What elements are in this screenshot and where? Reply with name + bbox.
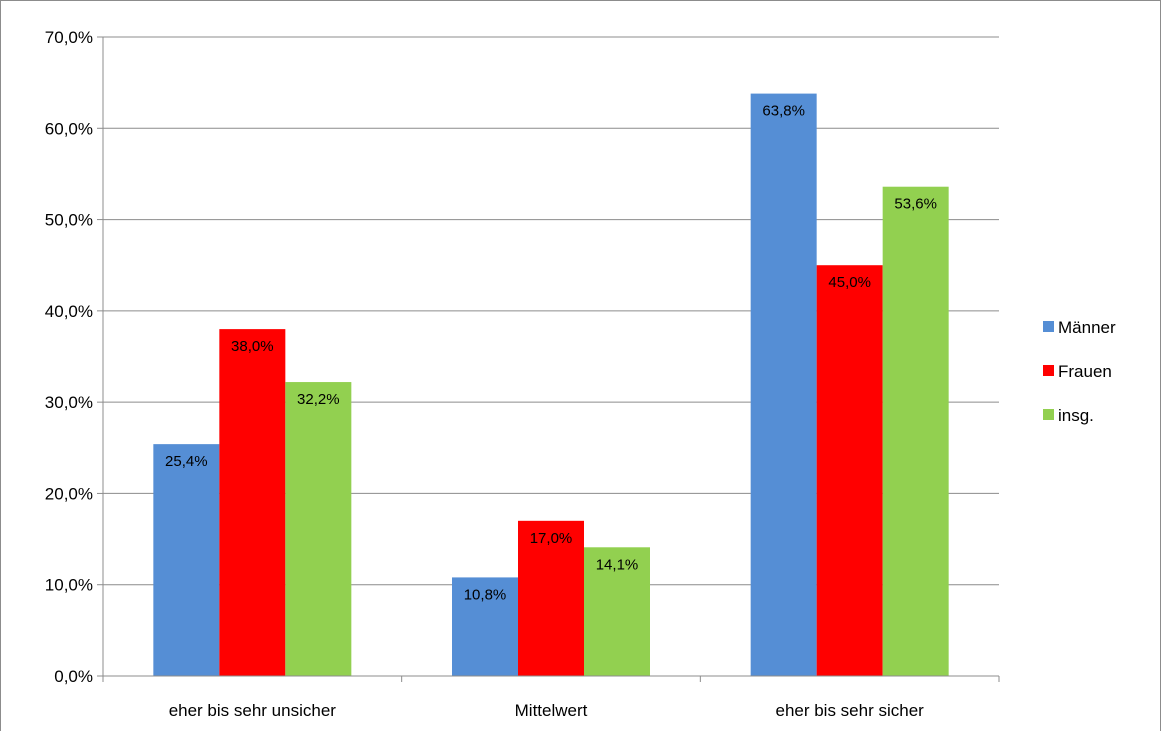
data-label: 25,4%	[165, 453, 208, 470]
y-axis-tick-labels: 0,0% 10,0% 20,0% 30,0% 40,0% 50,0% 60,0% 70,0%	[45, 28, 93, 686]
data-label: 32,2%	[297, 391, 340, 408]
y-tick-label: 50,0%	[45, 211, 93, 230]
y-tick-label: 60,0%	[45, 119, 93, 138]
y-tick-label: 10,0%	[45, 576, 93, 595]
y-tick-label: 70,0%	[45, 28, 93, 47]
legend-label: Frauen	[1058, 362, 1112, 381]
bar	[153, 444, 220, 676]
category-label: Mittelwert	[515, 701, 588, 720]
bar	[219, 329, 286, 676]
axes	[97, 36, 1000, 682]
data-label: 10,8%	[464, 586, 507, 603]
bar	[518, 520, 584, 676]
data-label: 63,8%	[762, 103, 805, 120]
bar	[882, 186, 949, 677]
y-tick-label: 20,0%	[45, 484, 93, 503]
legend-label: Männer	[1058, 318, 1116, 337]
category-label: eher bis sehr unsicher	[169, 701, 337, 720]
data-label: 53,6%	[894, 196, 937, 213]
legend-swatch	[1043, 365, 1054, 376]
y-tick-label: 30,0%	[45, 393, 93, 412]
legend-swatch	[1043, 409, 1054, 420]
bar	[750, 93, 817, 676]
bar	[816, 265, 883, 676]
bar	[285, 382, 352, 676]
legend: Männer Frauen insg.	[1043, 318, 1116, 425]
data-labels: 25,4% 38,0% 32,2% 10,8% 17,0% 14,1% 63,8% 45,0%…	[165, 103, 937, 604]
legend-swatch	[1043, 321, 1054, 332]
category-label: eher bis sehr sicher	[775, 701, 924, 720]
data-label: 14,1%	[596, 556, 639, 573]
bar	[452, 577, 518, 676]
data-label: 38,0%	[231, 338, 274, 355]
data-label: 17,0%	[530, 530, 573, 547]
bars	[153, 93, 949, 677]
y-tick-label: 0,0%	[54, 667, 93, 686]
legend-label: insg.	[1058, 406, 1094, 425]
bar	[584, 547, 650, 676]
data-label: 45,0%	[828, 274, 871, 291]
y-tick-label: 40,0%	[45, 302, 93, 321]
x-axis-category-labels: eher bis sehr unsicher Mittelwert eher bis…	[169, 701, 924, 720]
